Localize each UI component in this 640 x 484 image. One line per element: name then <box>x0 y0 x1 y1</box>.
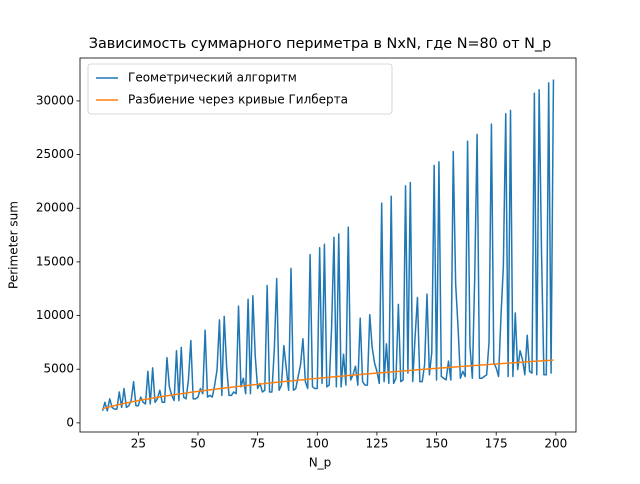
y-tick-label: 15000 <box>36 254 74 268</box>
x-tick-label: 125 <box>365 437 388 451</box>
y-tick-label: 30000 <box>36 93 74 107</box>
y-tick-label: 0 <box>66 415 74 429</box>
legend-box <box>87 63 393 115</box>
x-tick-label: 200 <box>544 437 567 451</box>
x-axis-label: N_p <box>309 456 332 470</box>
x-tick-label: 25 <box>131 437 146 451</box>
plot-frame <box>79 57 577 433</box>
x-tick-label: 150 <box>425 437 448 451</box>
y-axis-label: Perimeter sum <box>7 201 21 289</box>
data-line <box>101 79 555 412</box>
y-tick-label: 10000 <box>36 308 74 322</box>
x-tick-label: 100 <box>306 437 329 451</box>
y-tick-label: 20000 <box>36 201 74 215</box>
y-tick-label: 25000 <box>36 147 74 161</box>
y-tick-label: 5000 <box>43 362 74 376</box>
data-line <box>102 359 554 410</box>
x-tick-label: 175 <box>485 437 508 451</box>
chart-title: Зависимость суммарного периметра в NxN, … <box>89 36 552 52</box>
legend-label: Геометрический алгоритм <box>128 71 297 85</box>
x-tick-label: 50 <box>190 437 205 451</box>
legend-label: Разбиение через кривые Гилберта <box>128 93 348 107</box>
x-tick-label: 75 <box>250 437 265 451</box>
